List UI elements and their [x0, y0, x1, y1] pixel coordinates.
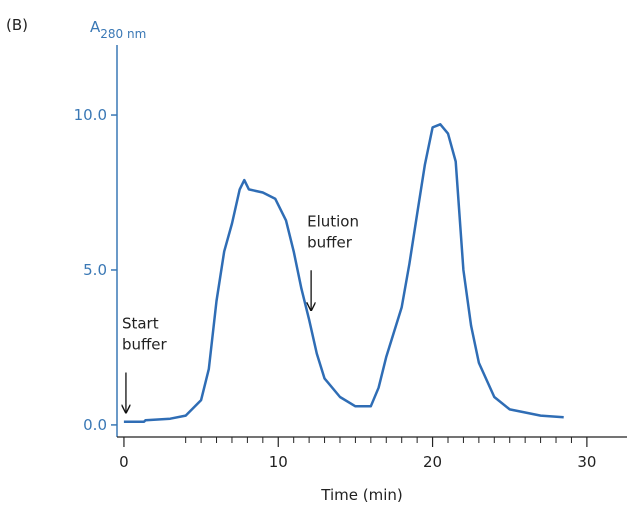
- data-line: [123, 123, 564, 424]
- y-label-main: A: [90, 18, 101, 36]
- x-tick-label: 30: [577, 453, 596, 471]
- y-tick-label: 5.0: [83, 261, 107, 279]
- y-tick-label: 0.0: [83, 416, 107, 434]
- annotation-text: buffer: [307, 233, 353, 251]
- annotation-text: buffer: [122, 336, 168, 354]
- y-axis-label: A280 nm: [90, 18, 146, 41]
- x-tick-label: 0: [119, 453, 129, 471]
- y-tick-label: 10.0: [74, 106, 107, 124]
- x-tick-label: 10: [269, 453, 288, 471]
- x-tick-label: 20: [423, 453, 442, 471]
- x-axis-label: Time (min): [320, 486, 402, 504]
- y-label-sub: 280 nm: [100, 27, 146, 41]
- annotation-text: Elution: [307, 212, 359, 230]
- panel-label: (B): [6, 16, 28, 34]
- annotation-text: Start: [122, 315, 159, 333]
